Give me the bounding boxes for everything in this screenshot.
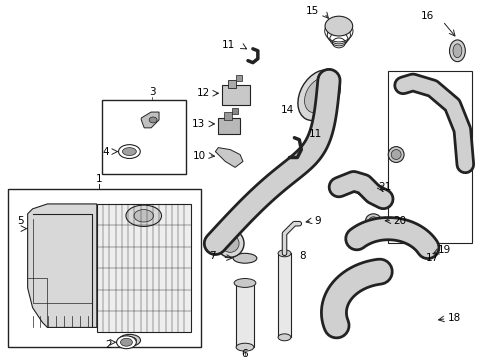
Ellipse shape [126,205,162,226]
Bar [222,85,250,105]
Text: 18: 18 [447,312,461,323]
Ellipse shape [329,320,344,331]
Text: 11: 11 [222,40,235,50]
Text: 15: 15 [306,6,319,16]
Ellipse shape [122,337,137,344]
Ellipse shape [298,70,340,121]
Ellipse shape [119,145,140,158]
Ellipse shape [122,148,136,156]
Text: 7: 7 [209,251,216,261]
Text: 9: 9 [314,216,321,226]
Ellipse shape [233,253,257,263]
Text: 13: 13 [192,119,205,129]
Ellipse shape [121,338,132,346]
Ellipse shape [388,147,404,162]
Text: 4: 4 [102,147,109,157]
Ellipse shape [134,210,153,222]
Ellipse shape [369,217,378,225]
Text: 19: 19 [438,246,451,255]
Bar [219,118,240,134]
Ellipse shape [149,117,157,123]
Text: 11: 11 [309,129,322,139]
Ellipse shape [217,230,244,257]
Text: 6: 6 [242,349,248,359]
Ellipse shape [234,279,256,287]
Bar [97,204,191,332]
Text: 16: 16 [421,11,435,21]
Polygon shape [27,204,97,328]
Ellipse shape [372,266,388,278]
Bar [224,112,232,120]
Text: 3: 3 [149,87,155,97]
Bar [102,100,186,174]
Bar [8,189,200,347]
Bar [228,80,236,88]
Ellipse shape [221,235,239,252]
Polygon shape [141,112,159,128]
Text: 14: 14 [281,105,294,115]
Bar [236,283,254,347]
Text: 21: 21 [378,182,392,192]
Ellipse shape [236,343,254,351]
Ellipse shape [278,334,291,341]
Bar [278,253,291,337]
Bar [236,76,242,81]
Text: 10: 10 [193,150,205,161]
Text: 8: 8 [299,251,306,261]
Ellipse shape [453,44,462,58]
Text: 17: 17 [426,253,440,263]
Bar [232,108,238,114]
Polygon shape [216,148,243,167]
Text: 20: 20 [393,216,406,226]
Ellipse shape [391,150,401,159]
Ellipse shape [366,214,381,228]
Ellipse shape [449,40,466,62]
Text: 12: 12 [197,88,210,98]
Ellipse shape [278,250,291,257]
Ellipse shape [119,334,141,346]
Ellipse shape [325,16,353,36]
Text: 2: 2 [105,340,112,350]
Bar [388,71,472,243]
Text: 1: 1 [96,174,102,184]
Ellipse shape [305,78,334,113]
Ellipse shape [117,336,136,349]
Text: 5: 5 [18,216,24,226]
